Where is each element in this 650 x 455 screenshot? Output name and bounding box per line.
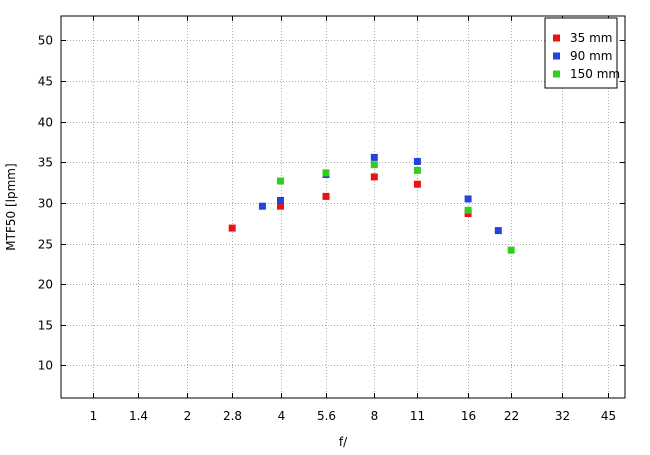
- data-point: [322, 169, 330, 177]
- y-tick-label: 30: [38, 197, 53, 211]
- data-point: [494, 227, 502, 235]
- data-point: [413, 166, 421, 174]
- y-tick-label: 40: [38, 116, 53, 130]
- y-tick-label: 35: [38, 156, 53, 170]
- y-tick-label: 25: [38, 238, 53, 252]
- legend: 35 mm 90 mm 150 mm: [544, 17, 620, 89]
- legend-marker: [553, 70, 560, 78]
- data-point: [370, 153, 378, 161]
- x-tick-label: 11: [410, 409, 425, 423]
- y-tick-label: 20: [38, 278, 53, 292]
- data-point: [258, 202, 266, 210]
- data-point: [277, 177, 284, 185]
- y-tick-label: 15: [38, 319, 53, 333]
- data-point: [370, 161, 378, 169]
- legend-marker: [553, 34, 560, 42]
- data-point: [322, 192, 330, 200]
- plot-frame: [60, 15, 626, 399]
- data-point: [277, 197, 284, 204]
- data-point: [413, 180, 421, 188]
- x-tick-label: 1: [90, 409, 98, 423]
- legend-label: 35 mm: [570, 31, 612, 45]
- x-tick-label: 45: [601, 409, 616, 423]
- x-tick-label: 8: [371, 409, 379, 423]
- x-tick-label: 2: [184, 409, 192, 423]
- legend-marker: [553, 52, 560, 60]
- x-tick-label: 16: [461, 409, 476, 423]
- y-tick-label: 10: [38, 359, 53, 373]
- legend-label: 90 mm: [570, 49, 612, 63]
- x-axis-label: f/: [339, 435, 348, 449]
- data-point: [277, 202, 284, 210]
- data-point: [464, 206, 472, 214]
- y-tick-label: 45: [38, 75, 53, 89]
- axis-ticks: 1 1.4 2 2.8 4 5.6 8 11 16 22 32 45 10 15 20 25 30 35 40 45 5…: [38, 16, 625, 423]
- data-point: [464, 195, 472, 203]
- data-points: [228, 153, 515, 254]
- y-tick-label: 50: [38, 34, 53, 48]
- x-tick-label: 5.6: [317, 409, 336, 423]
- grid: [61, 16, 625, 398]
- x-tick-label: 1.4: [129, 409, 148, 423]
- data-point: [228, 224, 236, 232]
- data-point: [413, 158, 421, 165]
- data-point: [370, 173, 378, 181]
- legend-label: 150 mm: [570, 67, 620, 81]
- x-tick-label: 4: [278, 409, 286, 423]
- x-tick-label: 2.8: [223, 409, 242, 423]
- x-tick-label: 22: [504, 409, 519, 423]
- x-tick-label: 32: [555, 409, 570, 423]
- data-point: [507, 246, 515, 254]
- y-axis-label: MTF50 [lpmm]: [4, 163, 18, 250]
